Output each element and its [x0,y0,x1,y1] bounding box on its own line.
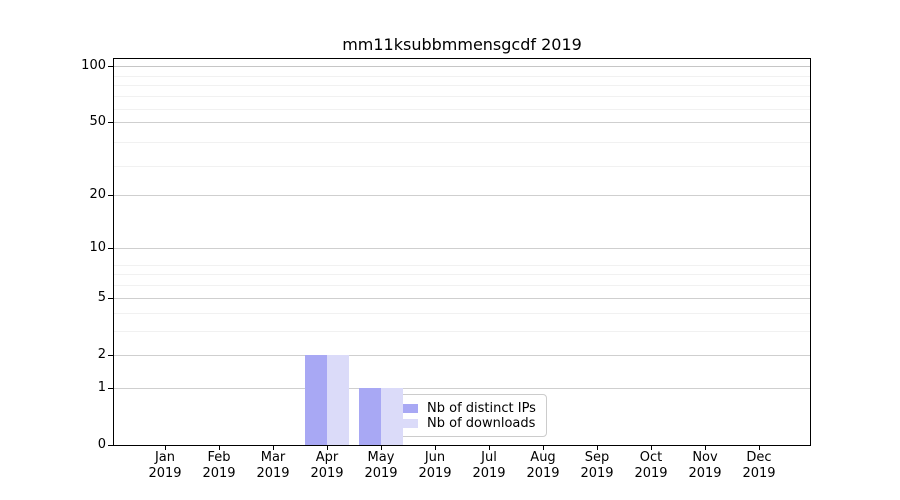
y-tick-mark [108,122,113,124]
minor-gridline [114,312,810,314]
x-axis-tick-label: Nov 2019 [688,450,722,481]
y-tick-mark [108,354,113,356]
y-tick-mark [108,248,113,250]
x-tick-mark [165,446,166,450]
y-axis-tick-label: 50 [89,114,106,130]
major-gridline [114,388,810,390]
y-tick-mark [108,297,113,299]
major-gridline [114,297,810,299]
x-tick-mark [381,446,382,450]
bar-distinct-ips-may [359,388,381,445]
x-axis-tick-label: Aug 2019 [526,450,560,481]
minor-gridline [114,274,810,276]
x-axis-tick-label: Dec 2019 [742,450,776,481]
x-tick-mark [651,446,652,450]
x-axis-tick-label: Sep 2019 [580,450,614,481]
y-axis-tick-label: 100 [81,58,106,74]
minor-gridline [114,75,810,77]
major-gridline [114,248,810,250]
legend-label: Nb of downloads [427,416,536,431]
x-axis-tick-label: Oct 2019 [634,450,668,481]
x-axis-tick-label: Jan 2019 [148,450,182,481]
major-gridline [114,66,810,68]
x-tick-mark [705,446,706,450]
major-gridline [114,122,810,124]
bar-downloads-apr [327,354,349,445]
x-axis-tick-label: Feb 2019 [202,450,236,481]
x-tick-mark [435,446,436,450]
minor-gridline [114,331,810,333]
y-tick-mark [108,388,113,390]
y-axis-tick-label: 2 [97,346,106,362]
y-axis-tick-label: 10 [89,240,106,256]
minor-gridline [114,108,810,110]
x-axis-tick-label: Apr 2019 [310,450,344,481]
minor-gridline [114,142,810,144]
y-tick-mark [108,195,113,197]
y-tick-mark [108,66,113,68]
minor-gridline [114,85,810,87]
minor-gridline [114,96,810,98]
legend-item: Nb of downloads [397,416,538,431]
x-axis-tick-label: Jul 2019 [472,450,506,481]
x-tick-mark [219,446,220,450]
major-gridline [114,354,810,356]
x-axis-tick-label: Mar 2019 [256,450,290,481]
minor-gridline [114,264,810,266]
legend-item: Nb of distinct IPs [397,401,538,416]
x-axis-tick-label: Jun 2019 [418,450,452,481]
legend-label: Nb of distinct IPs [427,401,536,416]
chart-title: mm11ksubbmmensgcdf 2019 [342,35,582,54]
legend: Nb of distinct IPs Nb of downloads [389,394,547,437]
y-axis-tick-label: 5 [97,289,106,305]
bar-downloads-may [381,388,403,445]
minor-gridline [114,285,810,287]
y-axis-tick-label: 0 [97,437,106,452]
x-tick-mark [597,446,598,450]
x-tick-mark [489,446,490,450]
y-axis-tick-label: 20 [89,187,106,203]
major-gridline [114,195,810,197]
x-tick-mark [759,446,760,450]
bar-distinct-ips-apr [305,354,327,445]
legend-swatch [397,419,418,428]
y-tick-mark [108,445,113,446]
legend-swatch [397,404,418,413]
minor-gridline [114,165,810,167]
plot-area: Nb of distinct IPs Nb of downloads [113,58,811,446]
x-tick-mark [543,446,544,450]
x-tick-mark [327,446,328,450]
x-axis-tick-label: May 2019 [364,450,398,481]
x-tick-mark [273,446,274,450]
y-axis-tick-label: 1 [97,380,106,396]
